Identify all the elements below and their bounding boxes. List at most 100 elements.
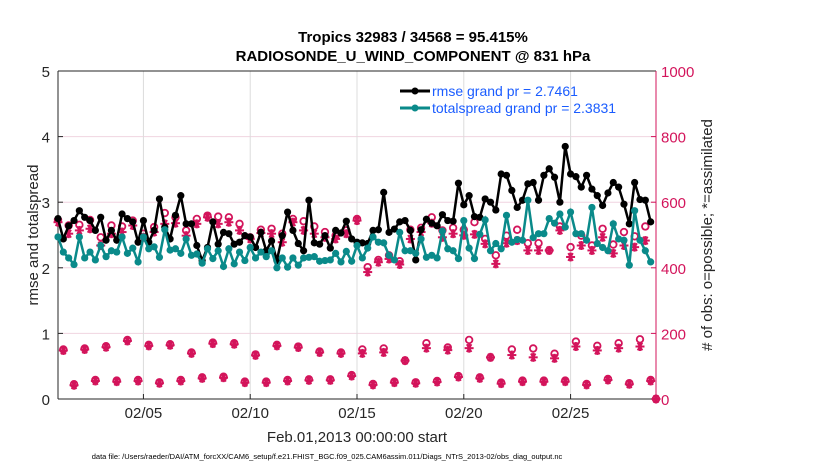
totalspread-point (486, 247, 495, 255)
possible-marker (411, 378, 420, 387)
rmse-point (604, 189, 612, 197)
totalspread-point (476, 230, 484, 238)
assimilated-marker (598, 232, 608, 242)
rmse-point (460, 201, 468, 209)
totalspread-point (593, 239, 601, 248)
possible-marker (619, 227, 629, 237)
possible-marker (625, 379, 634, 388)
y-tick-label: 5 (42, 64, 50, 81)
rmse-point (316, 240, 324, 248)
totalspread-point (337, 258, 345, 266)
rmse-point (283, 208, 292, 216)
rmse-point (636, 195, 644, 204)
rmse-point (358, 239, 366, 247)
rmse-point (214, 240, 222, 248)
rmse-point (278, 232, 286, 240)
totalspread-point (481, 216, 489, 224)
possible-marker (518, 376, 527, 385)
possible-marker (443, 343, 452, 352)
totalspread-point (566, 208, 575, 216)
y-axis-right-label: # of obs: o=possible; *=assimilated (699, 119, 716, 351)
totalspread-point (283, 263, 292, 271)
totalspread-point (203, 245, 212, 253)
y-right-tick-label: 200 (661, 326, 686, 343)
rmse-point (401, 216, 409, 225)
possible-marker (486, 353, 495, 362)
y-tick-label: 0 (42, 392, 50, 409)
totalspread-point (235, 248, 244, 256)
totalspread-point (241, 256, 249, 265)
totalspread-point (251, 254, 260, 262)
totalspread-point (177, 249, 185, 257)
totalspread-point (123, 249, 132, 257)
totalspread-point (219, 262, 228, 271)
totalspread-point (326, 256, 334, 264)
possible-marker (197, 373, 207, 382)
possible-marker (240, 377, 250, 386)
possible-marker (251, 350, 260, 359)
possible-marker (283, 375, 292, 385)
rmse-point (631, 178, 639, 187)
totalspread-point (641, 247, 649, 255)
totalspread-point (70, 260, 78, 269)
possible-marker (358, 345, 367, 354)
possible-marker (496, 378, 506, 387)
totalspread-point (230, 260, 238, 268)
totalspread-point (81, 254, 89, 262)
y-tick-label: 2 (42, 261, 50, 278)
totalspread-point (647, 258, 655, 266)
totalspread-point (588, 203, 596, 212)
rmse-point (134, 238, 142, 246)
totalspread-point (65, 254, 73, 262)
possible-marker (390, 377, 399, 386)
possible-marker (635, 335, 645, 344)
possible-marker (646, 375, 655, 385)
rmse-point (332, 226, 340, 235)
rmse-point (209, 218, 217, 226)
rmse-point (86, 216, 94, 225)
totalspread-point (556, 210, 564, 218)
totalspread-point (294, 261, 302, 269)
possible-marker (512, 225, 522, 234)
rmse-point (267, 237, 276, 245)
assimilated-marker (566, 252, 576, 262)
totalspread-point (604, 247, 612, 255)
rmse-point (91, 226, 99, 235)
possible-marker (229, 339, 239, 348)
rmse-point (556, 198, 564, 206)
rmse-point (70, 216, 78, 225)
rmse-point (123, 215, 132, 223)
totalspread-point (150, 243, 158, 251)
rmse-point (422, 215, 431, 223)
possible-marker (272, 340, 282, 350)
possible-marker (534, 238, 543, 248)
rmse-point (566, 170, 575, 178)
rmse-point (187, 220, 196, 228)
rmse-point (561, 142, 569, 151)
totalspread-point (246, 243, 254, 252)
y-right-tick-label: 800 (661, 130, 686, 147)
x-axis-label: Feb.01,2013 00:00:00 start (267, 429, 448, 446)
possible-marker (304, 375, 314, 384)
totalspread-point (193, 250, 201, 258)
possible-marker (593, 341, 602, 351)
rmse-point (139, 216, 148, 225)
possible-marker (561, 376, 570, 385)
rmse-point (182, 220, 190, 228)
totalspread-point (625, 261, 633, 269)
assimilated-marker (464, 343, 474, 353)
rmse-point (433, 222, 441, 230)
rmse-point (481, 195, 489, 203)
totalspread-point (454, 255, 463, 263)
possible-marker (539, 376, 549, 385)
totalspread-point (438, 227, 447, 235)
rmse-point (444, 216, 452, 225)
possible-marker (603, 374, 613, 384)
x-tick-label: 02/25 (552, 405, 590, 422)
rmse-point (225, 230, 233, 238)
y-right-tick-label: 600 (661, 195, 686, 212)
possible-marker (112, 376, 121, 385)
totalspread-point (492, 239, 500, 248)
totalspread-point (497, 245, 505, 253)
y-tick-label: 1 (42, 326, 50, 343)
